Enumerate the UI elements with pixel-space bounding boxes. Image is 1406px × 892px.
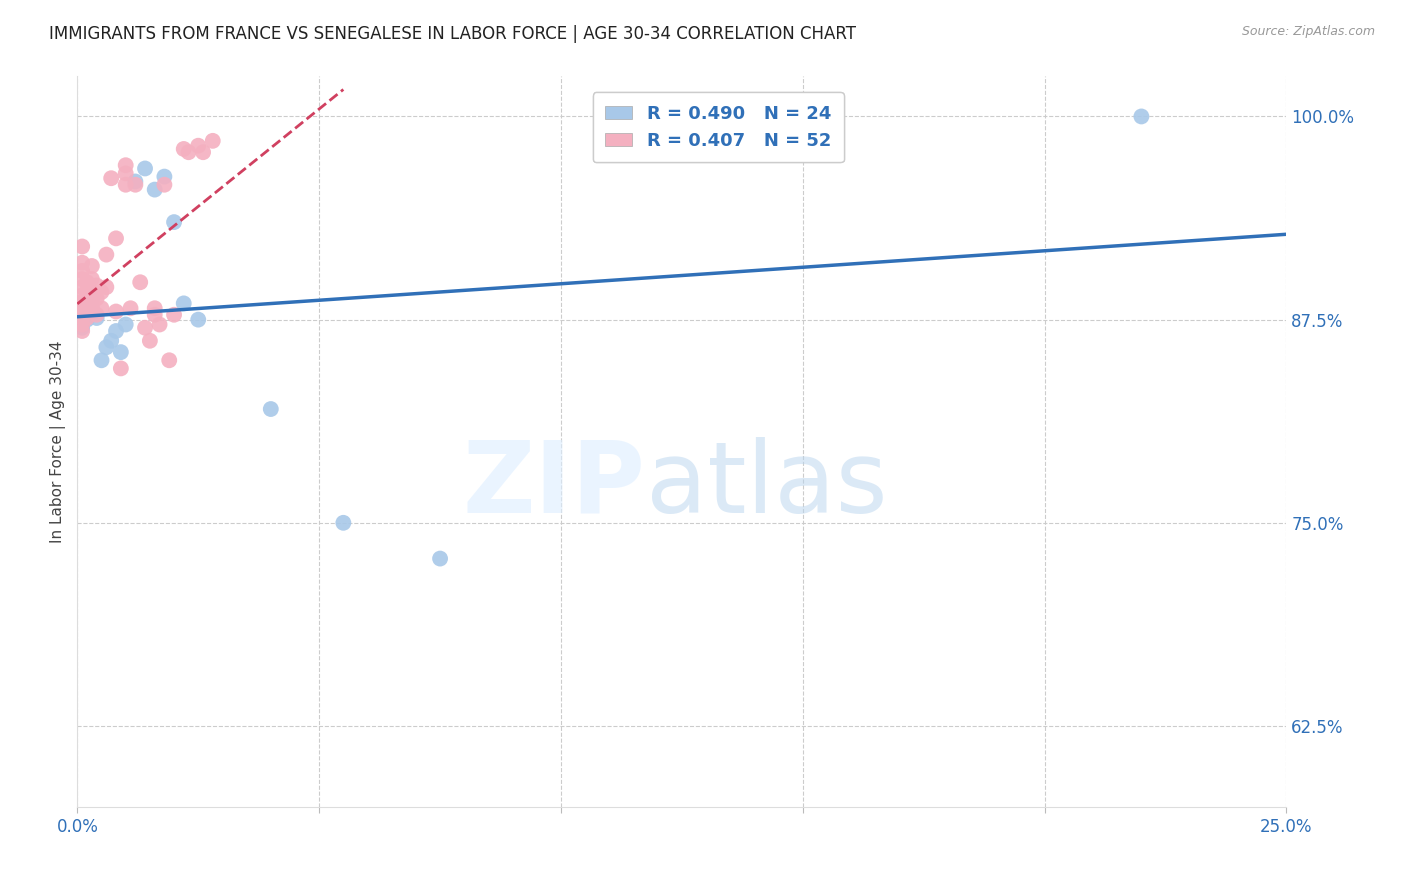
Point: [70, 294, 93, 309]
Point: [105, 324, 128, 338]
Point: [134, 320, 156, 334]
Text: atlas: atlas: [645, 437, 887, 534]
Point: [191, 145, 214, 160]
Point: [177, 145, 200, 160]
Point: [86, 308, 108, 322]
Point: [70, 311, 93, 326]
Point: [76, 312, 98, 326]
Point: [70, 288, 93, 302]
Point: [70, 304, 93, 318]
Point: [129, 275, 152, 289]
Point: [332, 516, 354, 530]
Point: [173, 142, 195, 156]
Point: [187, 138, 209, 153]
Point: [70, 301, 93, 316]
Point: [163, 215, 186, 229]
Point: [100, 334, 122, 348]
Point: [143, 308, 166, 322]
Point: [70, 304, 93, 318]
Point: [76, 285, 98, 299]
Point: [114, 318, 136, 332]
Point: [110, 345, 132, 359]
Point: [80, 294, 103, 309]
Point: [90, 301, 112, 316]
Text: ZIP: ZIP: [463, 437, 645, 534]
Point: [76, 296, 98, 310]
Point: [429, 551, 451, 566]
Point: [187, 312, 209, 326]
Point: [76, 292, 98, 306]
Point: [96, 280, 118, 294]
Point: [153, 169, 176, 184]
Point: [80, 301, 103, 316]
Point: [80, 259, 103, 273]
Point: [90, 353, 112, 368]
Point: [86, 311, 108, 326]
Point: [173, 296, 195, 310]
Point: [80, 292, 103, 306]
Text: IMMIGRANTS FROM FRANCE VS SENEGALESE IN LABOR FORCE | AGE 30-34 CORRELATION CHAR: IMMIGRANTS FROM FRANCE VS SENEGALESE IN …: [49, 25, 856, 43]
Point: [139, 334, 162, 348]
Text: Source: ZipAtlas.com: Source: ZipAtlas.com: [1241, 25, 1375, 38]
Point: [96, 247, 118, 261]
Point: [80, 272, 103, 286]
Point: [153, 178, 176, 192]
Point: [201, 134, 224, 148]
Y-axis label: In Labor Force | Age 30-34: In Labor Force | Age 30-34: [51, 340, 66, 543]
Point: [148, 318, 170, 332]
Point: [70, 318, 93, 332]
Point: [70, 320, 93, 334]
Point: [86, 278, 108, 293]
Point: [86, 292, 108, 306]
Point: [80, 285, 103, 299]
Point: [76, 275, 98, 289]
Point: [124, 178, 146, 192]
Point: [70, 256, 93, 270]
Point: [114, 158, 136, 172]
Point: [100, 171, 122, 186]
Point: [114, 166, 136, 180]
Point: [80, 301, 103, 316]
Point: [110, 361, 132, 376]
Point: [143, 301, 166, 316]
Point: [260, 402, 283, 417]
Point: [124, 174, 146, 188]
Point: [96, 340, 118, 354]
Point: [76, 311, 98, 326]
Point: [70, 280, 93, 294]
Point: [157, 353, 180, 368]
Point: [90, 285, 112, 299]
Point: [143, 183, 166, 197]
Point: [163, 308, 186, 322]
Point: [114, 178, 136, 192]
Point: [70, 272, 93, 286]
Legend: R = 0.490   N = 24, R = 0.407   N = 52: R = 0.490 N = 24, R = 0.407 N = 52: [592, 92, 844, 162]
Point: [105, 304, 128, 318]
Point: [70, 239, 93, 253]
Point: [70, 324, 93, 338]
Point: [76, 301, 98, 316]
Point: [1130, 110, 1153, 124]
Point: [70, 264, 93, 278]
Point: [105, 231, 128, 245]
Point: [120, 301, 142, 316]
Point: [134, 161, 156, 176]
